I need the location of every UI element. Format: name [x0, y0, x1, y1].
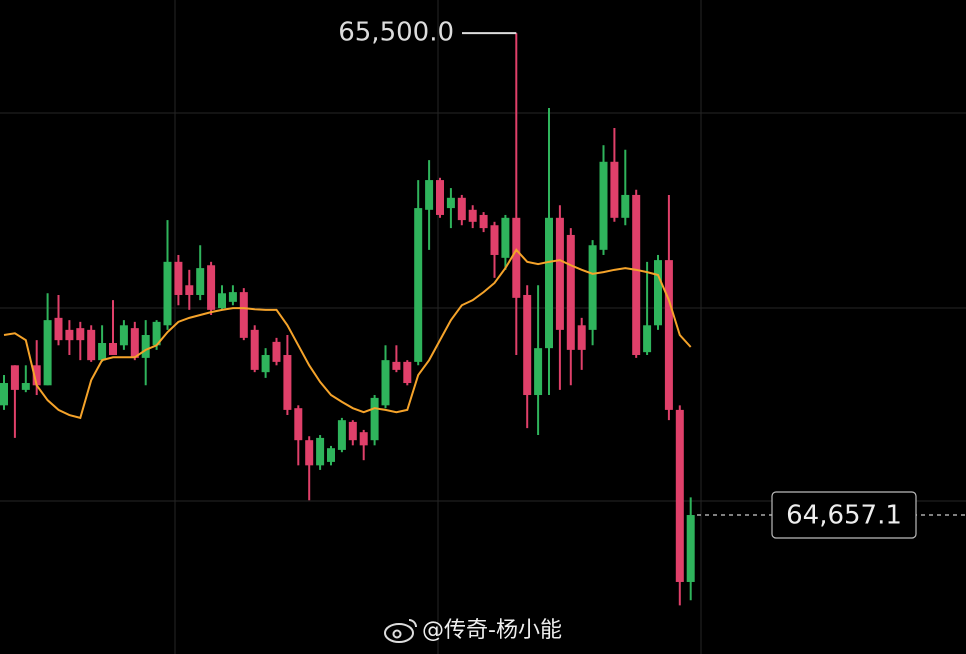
candle-body	[457, 197, 466, 221]
plot	[0, 33, 695, 606]
weibo-icon	[384, 619, 417, 643]
candle-body	[555, 217, 564, 330]
candle-body	[261, 355, 270, 373]
candle-body	[152, 321, 161, 346]
candle-body	[436, 180, 444, 215]
candle-body	[588, 245, 597, 330]
candle-body	[664, 260, 673, 410]
ma-line	[3, 248, 692, 420]
candle-body	[239, 292, 248, 338]
last-price-label: 64,657.1	[786, 501, 902, 531]
candle-body	[43, 320, 52, 386]
candle-body	[327, 448, 335, 462]
candle-body	[207, 265, 216, 310]
candle-body	[141, 335, 150, 358]
candle-body	[185, 285, 194, 295]
candle-body	[32, 365, 41, 386]
candle-body	[174, 261, 183, 295]
candle-body	[490, 225, 499, 255]
candle-body	[534, 348, 543, 396]
candle-body	[76, 328, 85, 341]
candle-body	[479, 214, 488, 229]
candle-body	[392, 361, 401, 370]
candle-body	[316, 437, 325, 466]
candle-body	[501, 217, 510, 258]
candle-body	[283, 355, 292, 410]
candle-body	[21, 383, 30, 390]
candle-body	[337, 420, 346, 450]
candle-body	[577, 325, 586, 350]
candle-body	[621, 194, 630, 218]
candle-body	[359, 432, 368, 446]
candle-body	[0, 383, 8, 406]
candle-body	[468, 209, 477, 222]
candle-body	[196, 268, 205, 295]
candle-body	[566, 234, 575, 350]
last-price-box	[771, 491, 917, 539]
candle-body	[109, 343, 117, 356]
candle-body	[654, 260, 662, 326]
candle-body	[512, 217, 521, 298]
candle-body	[130, 328, 139, 358]
candle-body	[632, 194, 641, 356]
candle-body	[65, 329, 74, 341]
high-marker-label: 65,500.0	[338, 18, 454, 48]
candle-body	[446, 197, 455, 209]
candle-body	[425, 180, 434, 210]
candle-body	[610, 161, 619, 218]
candle-body	[119, 325, 128, 346]
candle-body	[686, 515, 695, 582]
candle-body	[523, 294, 532, 396]
candle-body	[403, 361, 412, 384]
candle-body	[250, 329, 259, 370]
candle-body	[87, 329, 96, 361]
candle-body	[163, 261, 172, 326]
candle-body	[54, 317, 63, 341]
candle-body	[10, 365, 19, 390]
candle-body	[98, 343, 107, 361]
candle-body	[294, 408, 303, 441]
candle-body	[305, 440, 314, 466]
candle-body	[381, 360, 390, 406]
candle-body	[228, 292, 237, 302]
candle-body	[370, 397, 379, 441]
candle-body	[414, 208, 423, 362]
candle-body	[545, 217, 553, 349]
candle-body	[348, 421, 357, 441]
candle-body	[643, 325, 652, 353]
candle-body	[218, 293, 226, 309]
candle-body	[675, 409, 684, 582]
watermark: @传奇-杨小能	[422, 618, 562, 643]
candle-body	[599, 161, 608, 250]
candle-body	[272, 341, 281, 362]
